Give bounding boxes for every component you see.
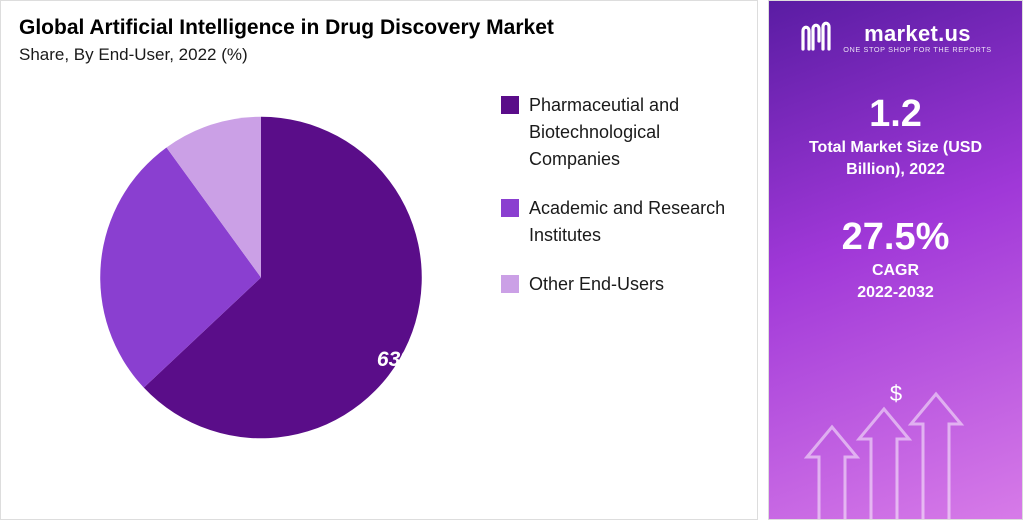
brand-text: market.us ONE STOP SHOP FOR THE REPORTS <box>843 21 992 54</box>
pie-chart <box>41 76 481 496</box>
legend: Pharmaceutial and Biotechnological Compa… <box>501 86 757 519</box>
legend-item: Academic and Research Institutes <box>501 195 741 249</box>
legend-item: Other End-Users <box>501 271 741 298</box>
stat-cagr: 27.5% CAGR 2022-2032 <box>842 218 950 303</box>
legend-label: Pharmaceutial and Biotechnological Compa… <box>529 92 729 173</box>
stat-label: Total Market Size (USD Billion), 2022 <box>781 137 1010 180</box>
legend-swatch <box>501 275 519 293</box>
brand-logo-icon <box>799 19 835 55</box>
legend-item: Pharmaceutial and Biotechnological Compa… <box>501 92 741 173</box>
chart-subtitle: Share, By End-User, 2022 (%) <box>19 45 739 65</box>
stat-value: 27.5% <box>842 218 950 256</box>
brand-name: market.us <box>843 21 992 47</box>
stat-value: 1.2 <box>781 95 1010 133</box>
chart-body: 63% Pharmaceutial and Biotechnological C… <box>1 86 757 519</box>
stat-label: CAGR 2022-2032 <box>842 260 950 303</box>
arrow-group <box>807 394 961 519</box>
legend-label: Other End-Users <box>529 271 664 298</box>
legend-swatch <box>501 199 519 217</box>
pie-container: 63% <box>1 86 501 519</box>
pie-slice-pct-label: 63% <box>377 348 419 372</box>
brand: market.us ONE STOP SHOP FOR THE REPORTS <box>799 19 992 55</box>
side-panel: market.us ONE STOP SHOP FOR THE REPORTS … <box>768 0 1023 520</box>
legend-swatch <box>501 96 519 114</box>
stat-market-size: 1.2 Total Market Size (USD Billion), 202… <box>781 95 1010 180</box>
legend-label: Academic and Research Institutes <box>529 195 729 249</box>
brand-tagline: ONE STOP SHOP FOR THE REPORTS <box>843 45 992 54</box>
chart-title: Global Artificial Intelligence in Drug D… <box>19 15 579 41</box>
chart-panel: Global Artificial Intelligence in Drug D… <box>0 0 758 520</box>
dollar-icon: $ <box>890 381 902 406</box>
growth-arrows-icon: $ <box>769 369 1023 519</box>
